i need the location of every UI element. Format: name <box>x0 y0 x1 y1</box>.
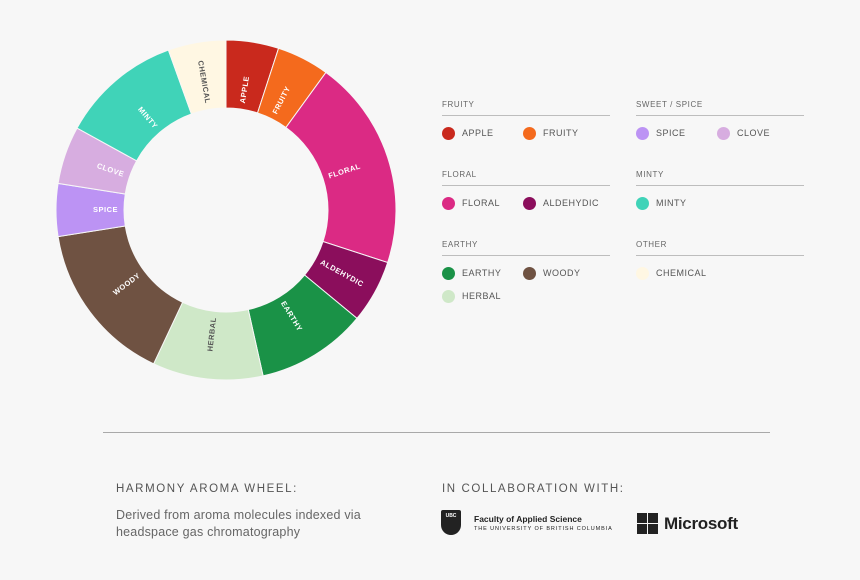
legend-group-title: SWEET / SPICE <box>636 100 804 116</box>
collaboration-title: IN COLLABORATION WITH: <box>442 483 625 495</box>
legend-item-woody: WOODY <box>523 265 604 281</box>
microsoft-logo: Microsoft <box>637 513 738 534</box>
legend-item-label: ALDEHYDIC <box>543 198 600 208</box>
legend-item-label: CLOVE <box>737 128 771 138</box>
legend-item-herbal: HERBAL <box>442 288 523 304</box>
legend-group-title: FRUITY <box>442 100 610 116</box>
legend-group-earthy: EARTHY EARTHY WOODY HERBAL <box>442 240 610 311</box>
legend-swatch <box>442 289 455 303</box>
legend-swatch <box>523 266 536 280</box>
ubc-faculty-name: Faculty of Applied Science <box>474 513 582 524</box>
legend-group-fruity: FRUITY APPLE FRUITY <box>442 100 610 148</box>
legend-swatch <box>442 126 455 140</box>
legend-group-title: OTHER <box>636 240 804 256</box>
legend-item-chemical: CHEMICAL <box>636 265 717 281</box>
ubc-logo: UBC Faculty of Applied Science THE UNIVE… <box>441 510 613 535</box>
legend-item-clove: CLOVE <box>717 125 798 141</box>
footer-title: HARMONY AROMA WHEEL: <box>116 483 298 495</box>
slice-label-herbal: HERBAL <box>205 317 218 352</box>
slice-chemical <box>167 39 227 115</box>
legend-item-apple: APPLE <box>442 125 523 141</box>
legend-swatch <box>636 266 649 280</box>
microsoft-name: Microsoft <box>664 513 738 533</box>
slice-woody <box>57 225 184 365</box>
legend-item-spice: SPICE <box>636 125 717 141</box>
legend-item-label: FRUITY <box>543 128 579 138</box>
legend-group-other: OTHER CHEMICAL <box>636 240 804 288</box>
legend-swatch <box>636 126 649 140</box>
legend-item-earthy: EARTHY <box>442 265 523 281</box>
footer-description: Derived from aroma molecules indexed via… <box>116 508 361 539</box>
legend-swatch <box>523 126 536 140</box>
legend-swatch <box>442 266 455 280</box>
legend-item-label: CHEMICAL <box>656 268 707 278</box>
legend-item-label: HERBAL <box>462 291 502 301</box>
legend-swatch <box>636 196 649 210</box>
divider <box>103 432 770 433</box>
legend-item-minty: MINTY <box>636 195 717 211</box>
ubc-crest-icon: UBC <box>441 510 461 535</box>
legend-swatch <box>442 196 455 210</box>
legend-group-minty: MINTY MINTY <box>636 170 804 218</box>
legend-item-floral: FLORAL <box>442 195 523 211</box>
microsoft-windows-icon <box>637 513 658 534</box>
legend-swatch <box>717 126 730 140</box>
legend-item-aldehydic: ALDEHYDIC <box>523 195 604 211</box>
legend-item-fruity: FRUITY <box>523 125 604 141</box>
legend-group-sweet-spice: SWEET / SPICE SPICE CLOVE <box>636 100 804 148</box>
legend-item-label: FLORAL <box>462 198 501 208</box>
slice-label-apple: APPLE <box>238 75 251 104</box>
legend-group-title: EARTHY <box>442 240 610 256</box>
legend-group-floral: FLORAL FLORAL ALDEHYDIC <box>442 170 610 218</box>
legend-swatch <box>523 196 536 210</box>
legend-item-label: APPLE <box>462 128 494 138</box>
legend-group-title: FLORAL <box>442 170 610 186</box>
legend-item-label: EARTHY <box>462 268 502 278</box>
legend-item-label: SPICE <box>656 128 686 138</box>
legend-item-label: MINTY <box>656 198 687 208</box>
legend-group-title: MINTY <box>636 170 804 186</box>
slice-label-spice: SPICE <box>93 205 118 214</box>
aroma-wheel: APPLE FRUITYFLORALALDEHYDICEARTHYHERBALWO… <box>55 39 397 381</box>
ubc-university-name: THE UNIVERSITY OF BRITISH COLUMBIA <box>474 525 613 532</box>
legend-item-label: WOODY <box>543 268 581 278</box>
